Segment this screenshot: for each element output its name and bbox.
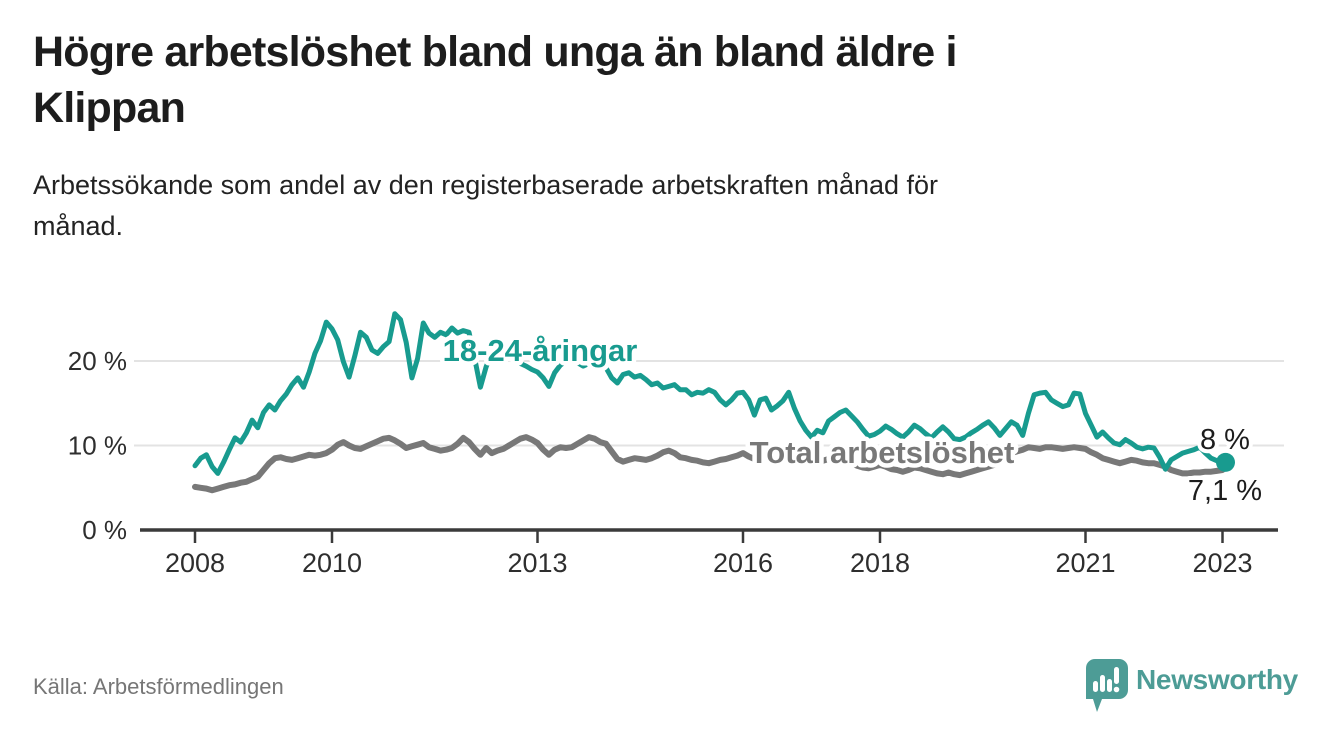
series-line-total xyxy=(192,434,1226,494)
x-tick-label-2016: 2016 xyxy=(713,548,773,578)
page-subtitle: Arbetssökande som andel av den registerb… xyxy=(33,170,939,241)
logo-bar-1 xyxy=(1093,681,1098,692)
page-title: Högre arbetslöshet bland unga än bland ä… xyxy=(33,28,958,132)
brand-name: Newsworthy xyxy=(1136,664,1298,695)
series-end-dot-youth xyxy=(1216,452,1235,472)
x-tick-label-2018: 2018 xyxy=(850,548,910,578)
x-tick-label-2023: 2023 xyxy=(1192,548,1252,578)
x-tick-label-2013: 2013 xyxy=(507,548,567,578)
x-tick-label-2008: 2008 xyxy=(165,548,225,578)
series-label-youth: 18-24-åringar xyxy=(443,333,638,368)
x-tick-label-2010: 2010 xyxy=(302,548,362,578)
y-tick-label-10: 10 % xyxy=(68,431,127,461)
newsworthy-icon xyxy=(1086,659,1128,712)
y-tick-label-20: 20 % xyxy=(68,346,127,376)
end-value-label-youth: 8 % xyxy=(1200,424,1250,456)
series-label-total: Total arbetslöshet xyxy=(750,435,1015,470)
y-tick-label-0: 0 % xyxy=(82,515,127,545)
logo-bar-3 xyxy=(1107,679,1112,692)
source-note: Källa: Arbetsförmedlingen xyxy=(33,674,284,699)
x-tick-label-2021: 2021 xyxy=(1055,548,1115,578)
logo-exclamation-bar xyxy=(1114,667,1119,684)
end-value-label-total: 7,1 % xyxy=(1188,475,1262,507)
logo-bar-2 xyxy=(1100,675,1105,692)
logo-exclamation-dot xyxy=(1113,686,1120,693)
series-line-youth xyxy=(192,311,1225,476)
